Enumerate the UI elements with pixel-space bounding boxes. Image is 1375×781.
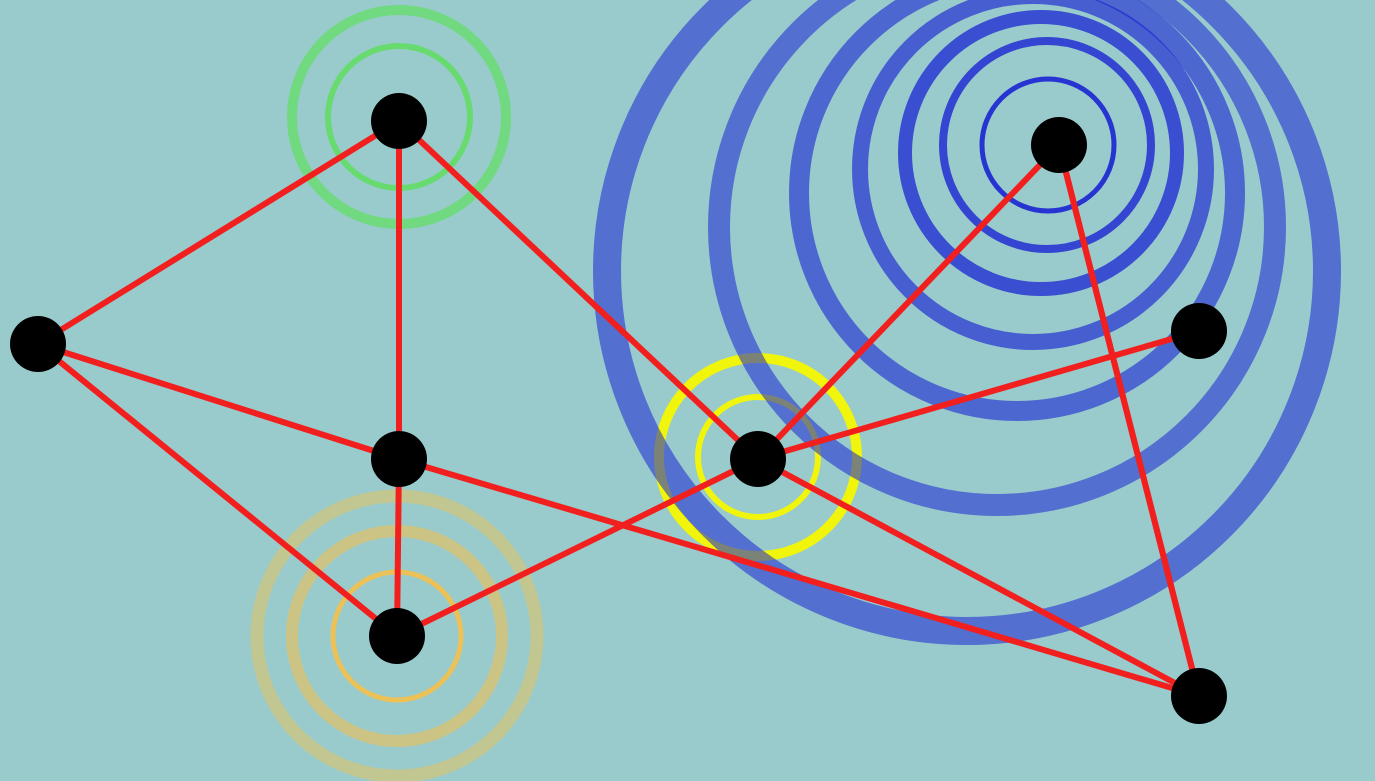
graph-node-n6[interactable] xyxy=(1031,117,1087,173)
edge-n1-n2 xyxy=(35,118,402,347)
edge-n2-n3 xyxy=(35,341,402,462)
blue-ripple-ring xyxy=(852,0,1214,350)
graph-node-n2[interactable] xyxy=(10,316,66,372)
graph-node-n5[interactable] xyxy=(730,431,786,487)
graph-node-n7[interactable] xyxy=(1171,303,1227,359)
blue-ripple-ring xyxy=(898,10,1184,296)
blue-ripple xyxy=(593,0,1341,645)
edge-n6-n9 xyxy=(1056,142,1202,699)
edge-n5-n9 xyxy=(755,456,1202,699)
graph-node-n4[interactable] xyxy=(369,608,425,664)
edge-n2-n4 xyxy=(35,341,400,639)
ripples-layer xyxy=(250,0,1341,781)
nodes-layer xyxy=(10,93,1227,724)
graph-node-n1[interactable] xyxy=(371,93,427,149)
edges-layer xyxy=(35,118,1202,699)
blue-ripple-ring xyxy=(708,0,1286,516)
edge-n3-n4 xyxy=(394,456,402,639)
graph-node-n8[interactable] xyxy=(1171,668,1227,724)
blue-ripple-ring xyxy=(593,0,1341,645)
edge-n5-n7 xyxy=(755,328,1202,462)
edge-n5-n6 xyxy=(755,142,1062,462)
blue-ripple-ring xyxy=(939,37,1155,253)
edge-n4-n5 xyxy=(394,456,761,639)
graph-node-n3[interactable] xyxy=(371,431,427,487)
blue-ripple-ring xyxy=(789,0,1245,421)
yellow-ripple-ring xyxy=(695,394,821,520)
blue-ripple-ring xyxy=(979,76,1117,214)
edge-n1-n5 xyxy=(396,118,761,462)
edge-n3-n9 xyxy=(396,456,1202,699)
